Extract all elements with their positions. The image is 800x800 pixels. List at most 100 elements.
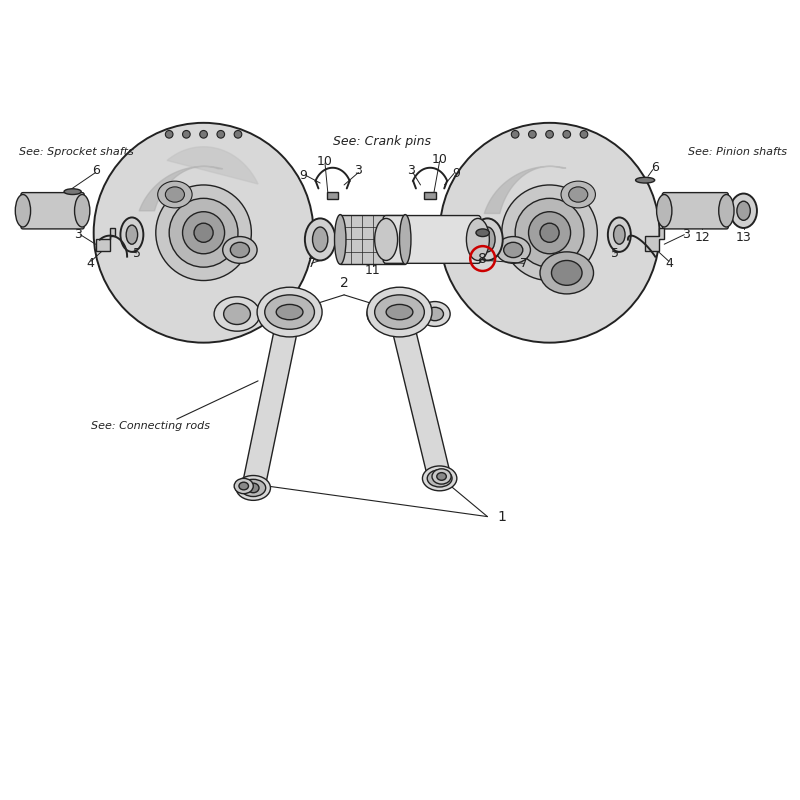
Ellipse shape — [480, 227, 495, 252]
Text: 4: 4 — [87, 257, 94, 270]
Ellipse shape — [74, 194, 90, 227]
Circle shape — [217, 130, 225, 138]
Text: 11: 11 — [365, 265, 381, 278]
Ellipse shape — [182, 212, 225, 254]
Ellipse shape — [367, 287, 432, 337]
Polygon shape — [645, 228, 664, 251]
Ellipse shape — [377, 303, 403, 325]
Ellipse shape — [432, 469, 451, 484]
Text: 10: 10 — [317, 154, 333, 167]
Polygon shape — [95, 228, 114, 251]
Ellipse shape — [399, 214, 411, 264]
Ellipse shape — [529, 212, 570, 254]
Ellipse shape — [224, 303, 250, 325]
Text: 13: 13 — [736, 231, 751, 244]
Bar — [340, 214, 406, 264]
Circle shape — [546, 130, 554, 138]
Ellipse shape — [502, 185, 598, 281]
FancyBboxPatch shape — [662, 193, 728, 229]
Ellipse shape — [561, 181, 595, 208]
Ellipse shape — [265, 295, 314, 330]
Text: 3: 3 — [682, 228, 690, 241]
Ellipse shape — [334, 214, 346, 264]
Text: 12: 12 — [694, 231, 710, 244]
Ellipse shape — [276, 305, 303, 320]
Text: 3: 3 — [74, 228, 82, 241]
Text: 5: 5 — [610, 247, 618, 260]
Ellipse shape — [440, 123, 659, 342]
Ellipse shape — [515, 198, 584, 267]
Ellipse shape — [313, 227, 328, 252]
Ellipse shape — [437, 473, 446, 480]
Ellipse shape — [126, 225, 138, 244]
Text: 2: 2 — [340, 276, 349, 290]
Ellipse shape — [426, 307, 443, 321]
Text: 8: 8 — [478, 251, 487, 266]
Ellipse shape — [466, 218, 490, 261]
Text: See: Connecting rods: See: Connecting rods — [90, 421, 210, 431]
Circle shape — [182, 130, 190, 138]
Ellipse shape — [608, 218, 630, 252]
Circle shape — [529, 130, 536, 138]
Ellipse shape — [427, 470, 452, 487]
Text: 7: 7 — [520, 257, 528, 270]
Ellipse shape — [434, 474, 446, 483]
Ellipse shape — [241, 479, 266, 497]
Ellipse shape — [422, 466, 457, 490]
Ellipse shape — [657, 194, 672, 227]
Text: See: Crank pins: See: Crank pins — [334, 135, 431, 149]
Bar — [327, 192, 338, 199]
Ellipse shape — [94, 123, 314, 342]
Text: 6: 6 — [92, 164, 99, 177]
Ellipse shape — [472, 218, 502, 261]
Polygon shape — [242, 310, 301, 490]
Text: 1: 1 — [498, 510, 506, 524]
Circle shape — [166, 130, 173, 138]
Text: 3: 3 — [407, 164, 415, 177]
Ellipse shape — [419, 302, 450, 326]
Polygon shape — [167, 146, 258, 184]
Ellipse shape — [156, 185, 251, 281]
Ellipse shape — [230, 242, 250, 258]
Ellipse shape — [386, 305, 413, 320]
Ellipse shape — [166, 187, 185, 202]
Ellipse shape — [374, 295, 424, 330]
Ellipse shape — [64, 189, 82, 194]
Ellipse shape — [551, 261, 582, 286]
Ellipse shape — [305, 218, 335, 261]
Ellipse shape — [540, 223, 559, 242]
Text: 10: 10 — [432, 153, 447, 166]
Circle shape — [234, 130, 242, 138]
Ellipse shape — [214, 297, 260, 331]
Ellipse shape — [236, 475, 270, 500]
Ellipse shape — [169, 198, 238, 267]
FancyBboxPatch shape — [383, 215, 481, 263]
Ellipse shape — [718, 194, 734, 227]
Ellipse shape — [222, 237, 257, 263]
Ellipse shape — [239, 482, 249, 490]
Ellipse shape — [374, 218, 398, 261]
Circle shape — [200, 130, 207, 138]
Ellipse shape — [730, 194, 757, 228]
Text: 9: 9 — [299, 169, 307, 182]
Text: See: Sprocket shafts: See: Sprocket shafts — [19, 146, 134, 157]
Text: 3: 3 — [354, 164, 362, 177]
Ellipse shape — [504, 242, 522, 258]
Ellipse shape — [266, 302, 298, 326]
FancyBboxPatch shape — [21, 193, 84, 229]
Ellipse shape — [540, 252, 594, 294]
Ellipse shape — [367, 297, 413, 331]
Circle shape — [511, 130, 519, 138]
Ellipse shape — [614, 225, 625, 244]
Text: 7: 7 — [307, 257, 315, 270]
Text: 5: 5 — [133, 247, 141, 260]
Ellipse shape — [737, 202, 750, 220]
Text: See: Pinion shafts: See: Pinion shafts — [688, 146, 787, 157]
Ellipse shape — [121, 218, 143, 252]
Circle shape — [580, 130, 588, 138]
Ellipse shape — [234, 478, 254, 494]
Ellipse shape — [274, 307, 290, 321]
Ellipse shape — [15, 194, 30, 227]
Ellipse shape — [247, 483, 259, 493]
Circle shape — [563, 130, 570, 138]
